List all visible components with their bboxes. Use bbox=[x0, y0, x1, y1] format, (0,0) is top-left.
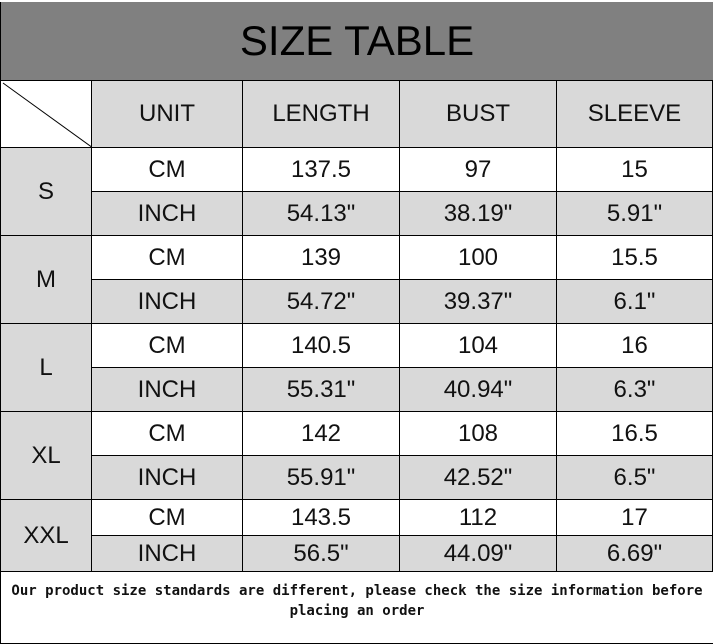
size-label: M bbox=[0, 236, 92, 324]
unit-cell: CM bbox=[92, 412, 243, 456]
unit-cell: CM bbox=[92, 500, 243, 536]
value-cell: 54.72" bbox=[243, 280, 400, 324]
unit-cell: CM bbox=[92, 236, 243, 280]
value-cell: 6.69" bbox=[557, 536, 713, 572]
size-label: S bbox=[0, 148, 92, 236]
unit-cell: INCH bbox=[92, 368, 243, 412]
header-sleeve: SLEEVE bbox=[557, 81, 713, 148]
diagonal-line bbox=[2, 82, 93, 148]
value-cell: 42.52" bbox=[400, 456, 557, 500]
value-cell: 44.09" bbox=[400, 536, 557, 572]
value-cell: 17 bbox=[557, 500, 713, 536]
size-label: XL bbox=[0, 412, 92, 500]
value-cell: 108 bbox=[400, 412, 557, 456]
value-cell: 16 bbox=[557, 324, 713, 368]
value-cell: 100 bbox=[400, 236, 557, 280]
header-unit: UNIT bbox=[92, 81, 243, 148]
header-bust: BUST bbox=[400, 81, 557, 148]
unit-cell: INCH bbox=[92, 536, 243, 572]
value-cell: 6.3" bbox=[557, 368, 713, 412]
unit-cell: INCH bbox=[92, 192, 243, 236]
value-cell: 38.19" bbox=[400, 192, 557, 236]
value-cell: 54.13" bbox=[243, 192, 400, 236]
value-cell: 97 bbox=[400, 148, 557, 192]
value-cell: 39.37" bbox=[400, 280, 557, 324]
value-cell: 143.5 bbox=[243, 500, 400, 536]
unit-cell: CM bbox=[92, 324, 243, 368]
value-cell: 139 bbox=[243, 236, 400, 280]
value-cell: 140.5 bbox=[243, 324, 400, 368]
value-cell: 5.91" bbox=[557, 192, 713, 236]
unit-cell: INCH bbox=[92, 456, 243, 500]
unit-cell: CM bbox=[92, 148, 243, 192]
value-cell: 16.5 bbox=[557, 412, 713, 456]
table-title: SIZE TABLE bbox=[0, 2, 713, 81]
value-cell: 104 bbox=[400, 324, 557, 368]
value-cell: 6.1" bbox=[557, 280, 713, 324]
value-cell: 15.5 bbox=[557, 236, 713, 280]
value-cell: 56.5" bbox=[243, 536, 400, 572]
size-label: XXL bbox=[0, 500, 92, 572]
size-label: L bbox=[0, 324, 92, 412]
value-cell: 40.94" bbox=[400, 368, 557, 412]
value-cell: 15 bbox=[557, 148, 713, 192]
corner-cell bbox=[0, 81, 93, 148]
value-cell: 112 bbox=[400, 500, 557, 536]
value-cell: 142 bbox=[243, 412, 400, 456]
value-cell: 55.91" bbox=[243, 456, 400, 500]
value-cell: 137.5 bbox=[243, 148, 400, 192]
value-cell: 6.5" bbox=[557, 456, 713, 500]
unit-cell: INCH bbox=[92, 280, 243, 324]
header-length: LENGTH bbox=[243, 81, 400, 148]
value-cell: 55.31" bbox=[243, 368, 400, 412]
footer-note: Our product size standards are different… bbox=[0, 572, 713, 644]
